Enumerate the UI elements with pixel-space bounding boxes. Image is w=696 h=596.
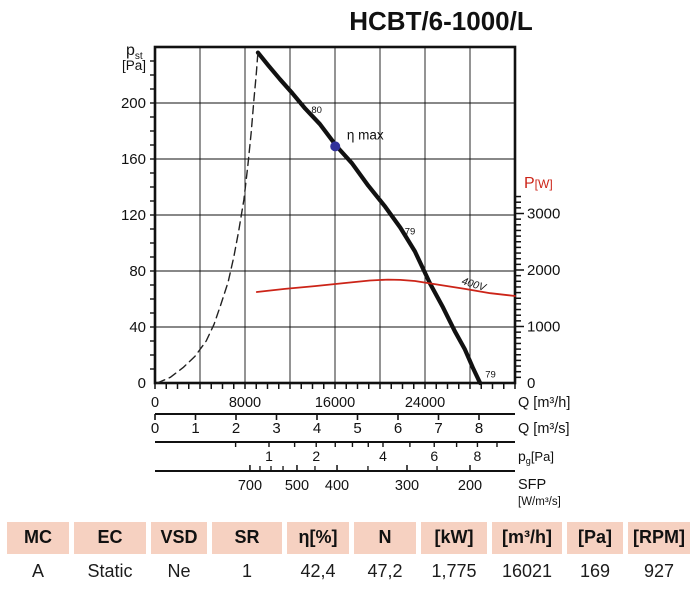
- svg-text:1: 1: [191, 420, 199, 437]
- value-m3h: 16021: [492, 554, 562, 584]
- svg-text:8: 8: [475, 420, 483, 437]
- svg-text:0: 0: [151, 395, 159, 411]
- pressure-axis: 0 40 80 120 160 200: [121, 60, 155, 392]
- svg-text:400: 400: [325, 478, 349, 494]
- svg-text:8000: 8000: [229, 395, 261, 411]
- svg-text:6: 6: [430, 448, 438, 464]
- svg-text:3: 3: [272, 420, 280, 437]
- pg-axis-title: pg[Pa]: [518, 448, 554, 466]
- sfp-axis: 700 500 400 300 200: [155, 465, 515, 494]
- chart-generated-layers: 0 8000 16000 240000408012016020001000200030…: [121, 45, 560, 494]
- performance-table: MC EC VSD SR η[%] N [kW] [m³/h] [Pa] [RP…: [2, 522, 695, 584]
- value-sr: 1: [212, 554, 282, 584]
- sfp-axis-title: SFP: [518, 477, 546, 493]
- fan-curve-chart: 0 8000 16000 240000408012016020001000200030…: [121, 6, 570, 508]
- sfp-axis-unit: [W/m³/s]: [518, 496, 561, 508]
- col-header-mc: MC: [7, 522, 69, 554]
- svg-text:η max: η max: [347, 127, 384, 142]
- fan-pressure-curve: [255, 50, 483, 386]
- svg-text:80: 80: [129, 263, 146, 280]
- svg-text:4: 4: [313, 420, 321, 437]
- power-axis-title: P[W]: [524, 175, 553, 192]
- plot-border: [153, 45, 517, 385]
- svg-text:1000: 1000: [527, 319, 560, 336]
- svg-text:79: 79: [485, 369, 496, 380]
- col-header-kw: [kW]: [421, 522, 487, 554]
- col-header-vsd: VSD: [151, 522, 207, 554]
- table-header-row: MC EC VSD SR η[%] N [kW] [m³/h] [Pa] [RP…: [7, 522, 690, 554]
- svg-text:200: 200: [121, 95, 146, 112]
- svg-text:40: 40: [129, 319, 146, 336]
- col-header-ec: EC: [74, 522, 146, 554]
- value-vsd: Ne: [151, 554, 207, 584]
- svg-text:7: 7: [434, 420, 442, 437]
- table-value-row: A Static Ne 1 42,4 47,2 1,775 16021 169 …: [7, 554, 690, 584]
- pressure-axis-unit: [Pa]: [122, 58, 146, 73]
- pg-axis: 1 2 4 6 8: [155, 441, 515, 464]
- svg-text:160: 160: [121, 151, 146, 168]
- svg-text:0: 0: [527, 375, 535, 392]
- pressure-axis-title: pst: [126, 42, 143, 62]
- power-axis: 0 1000 2000 3000: [515, 195, 560, 392]
- flow-m3h-axis-title: Q [m³/h]: [518, 395, 570, 411]
- duty-point-marker: [330, 141, 341, 152]
- svg-text:2: 2: [312, 448, 320, 464]
- svg-text:8: 8: [474, 448, 482, 464]
- value-ec: Static: [74, 554, 146, 584]
- flow-m3s-axis: 0 1 2 3 4 5 6 7 8: [151, 413, 515, 437]
- col-header-eta: η[%]: [287, 522, 349, 554]
- col-header-pa: [Pa]: [567, 522, 623, 554]
- svg-text:3000: 3000: [527, 206, 560, 223]
- svg-text:4: 4: [379, 448, 387, 464]
- svg-text:79: 79: [405, 227, 416, 238]
- svg-text:80: 80: [311, 105, 322, 116]
- svg-text:500: 500: [285, 478, 309, 494]
- svg-text:200: 200: [458, 478, 482, 494]
- svg-text:2000: 2000: [527, 262, 560, 279]
- svg-text:400V: 400V: [460, 275, 488, 294]
- svg-text:2: 2: [232, 420, 240, 437]
- col-header-rpm: [RPM]: [628, 522, 690, 554]
- value-rpm: 927: [628, 554, 690, 584]
- value-n: 47,2: [354, 554, 416, 584]
- svg-text:120: 120: [121, 207, 146, 224]
- svg-text:24000: 24000: [405, 395, 445, 411]
- svg-text:1: 1: [265, 448, 273, 464]
- gridlines: [155, 47, 515, 383]
- col-header-sr: SR: [212, 522, 282, 554]
- svg-text:5: 5: [353, 420, 361, 437]
- svg-text:6: 6: [394, 420, 402, 437]
- flow-m3h-axis: 0 8000 16000 24000: [151, 383, 516, 411]
- flow-m3s-axis-title: Q [m³/s]: [518, 421, 570, 437]
- power-curve-400V: [255, 278, 516, 297]
- col-header-m3h: [m³/h]: [492, 522, 562, 554]
- value-kw: 1,775: [421, 554, 487, 584]
- svg-text:300: 300: [395, 478, 419, 494]
- value-pa: 169: [567, 554, 623, 584]
- svg-text:700: 700: [238, 478, 262, 494]
- svg-text:0: 0: [151, 420, 159, 437]
- value-eta: 42,4: [287, 554, 349, 584]
- operating-limit-dashed: [156, 51, 259, 384]
- col-header-n: N: [354, 522, 416, 554]
- value-mc: A: [7, 554, 69, 584]
- svg-text:16000: 16000: [315, 395, 355, 411]
- svg-text:0: 0: [138, 375, 146, 392]
- chart-title: HCBT/6-1000/L: [349, 6, 533, 36]
